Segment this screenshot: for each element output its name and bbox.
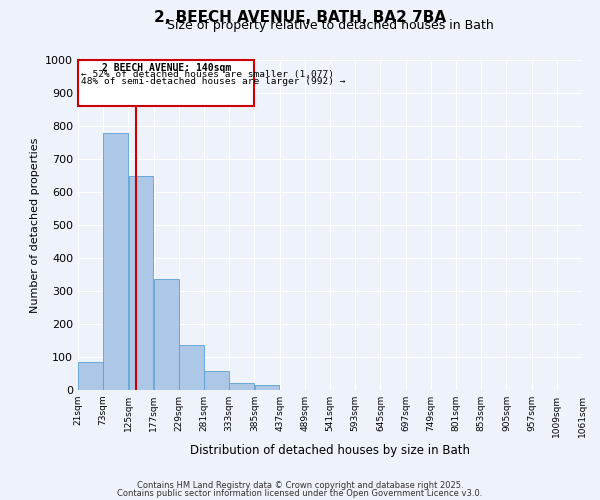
Text: Contains HM Land Registry data © Crown copyright and database right 2025.: Contains HM Land Registry data © Crown c… [137,481,463,490]
Bar [154,280,179,390]
Bar [128,176,154,390]
X-axis label: Distribution of detached houses by size in Bath: Distribution of detached houses by size … [190,444,470,457]
Text: Contains public sector information licensed under the Open Government Licence v3: Contains public sector information licen… [118,488,482,498]
Bar [103,132,128,390]
Bar [78,60,254,106]
Text: 48% of semi-detached houses are larger (992) →: 48% of semi-detached houses are larger (… [81,77,346,86]
Text: 2 BEECH AVENUE: 140sqm: 2 BEECH AVENUE: 140sqm [101,62,231,72]
Bar [78,362,103,390]
Bar [204,371,229,390]
Text: 2, BEECH AVENUE, BATH, BA2 7BA: 2, BEECH AVENUE, BATH, BA2 7BA [154,10,446,25]
Title: Size of property relative to detached houses in Bath: Size of property relative to detached ho… [167,20,493,32]
Y-axis label: Number of detached properties: Number of detached properties [29,138,40,312]
Bar [229,382,254,390]
Bar [179,346,204,390]
Bar [254,385,280,390]
Text: ← 52% of detached houses are smaller (1,077): ← 52% of detached houses are smaller (1,… [81,70,334,79]
